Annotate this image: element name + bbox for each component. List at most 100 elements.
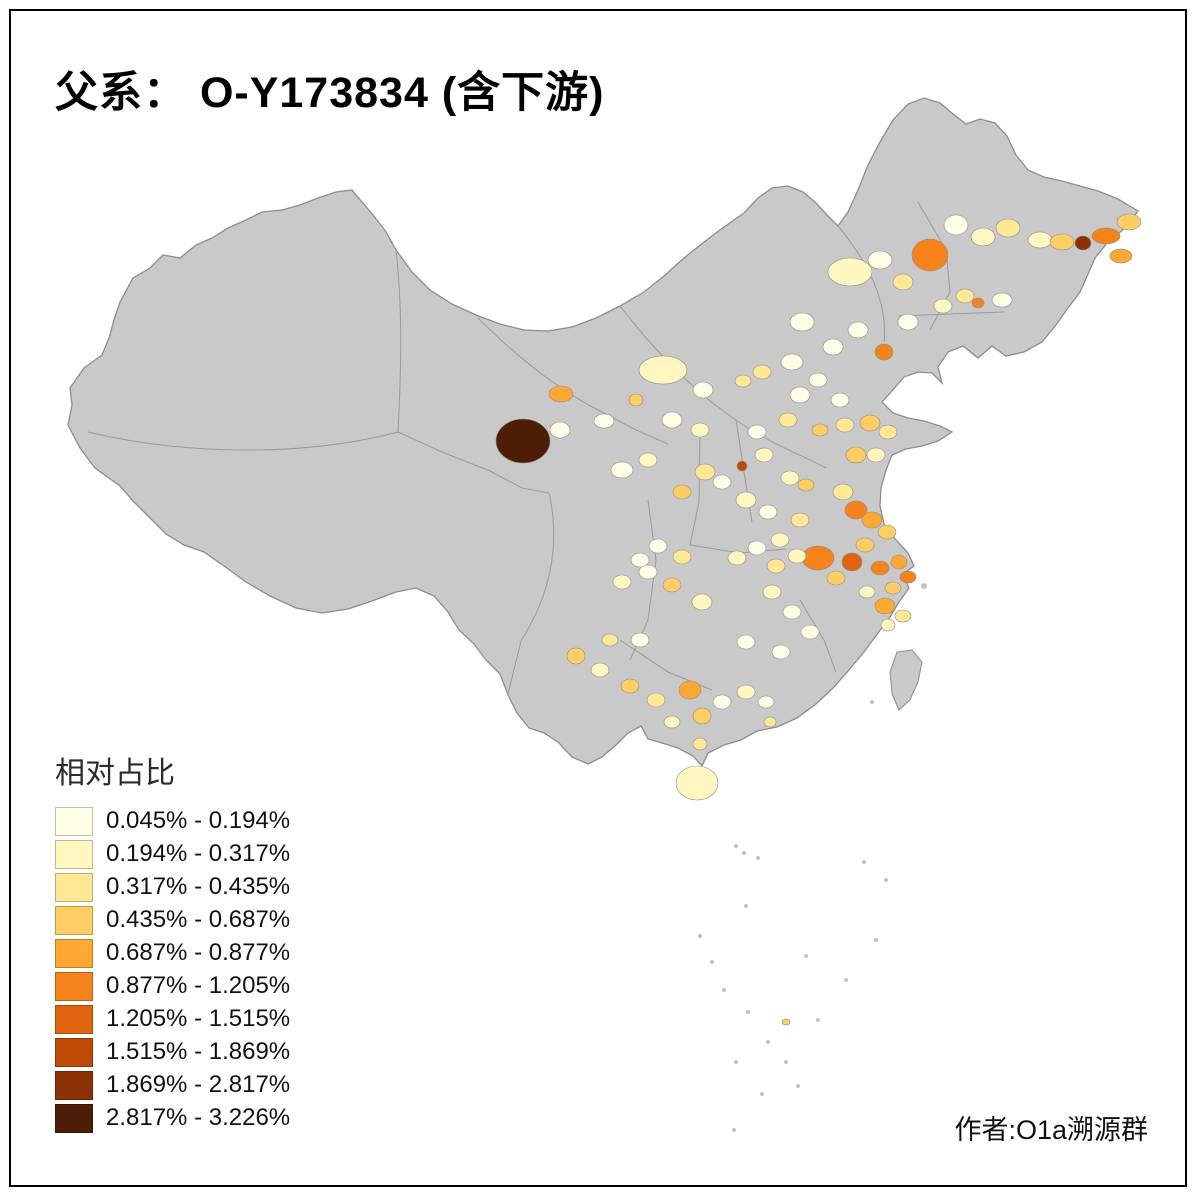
- map-region: [933, 298, 953, 314]
- map-region: [822, 338, 844, 356]
- map-region: [754, 447, 774, 463]
- legend-swatch: [55, 905, 93, 935]
- map-region: [692, 737, 708, 751]
- map-region: [771, 644, 791, 660]
- map-region: [1074, 235, 1092, 251]
- map-region: [766, 558, 786, 574]
- map-region: [662, 577, 682, 593]
- map-regions: [495, 213, 1142, 1026]
- map-region: [638, 452, 658, 468]
- map-region: [884, 581, 902, 595]
- legend-swatch: [55, 938, 93, 968]
- map-region: [630, 552, 650, 568]
- legend-swatch: [55, 1004, 93, 1034]
- map-region: [770, 532, 790, 548]
- map-region: [549, 421, 571, 439]
- map-region: [897, 313, 919, 331]
- map-region: [601, 633, 619, 647]
- legend-swatch: [55, 1037, 93, 1067]
- map-region: [790, 512, 810, 528]
- map-region: [736, 684, 756, 700]
- legend-swatch: [55, 872, 93, 902]
- map-region: [757, 695, 775, 709]
- map-region: [830, 392, 850, 408]
- map-region: [855, 537, 875, 553]
- legend-swatch: [55, 1070, 93, 1100]
- map-region: [890, 554, 908, 570]
- map-region: [874, 597, 896, 615]
- legend-swatch: [55, 1103, 93, 1133]
- map-region: [1049, 233, 1075, 251]
- map-region: [811, 423, 829, 437]
- map-region: [762, 584, 782, 600]
- map-region: [712, 474, 732, 490]
- map-region: [678, 680, 702, 700]
- legend-label: 0.877% - 1.205%: [106, 972, 291, 999]
- map-region: [878, 424, 898, 440]
- legend-label: 0.435% - 0.687%: [106, 906, 291, 933]
- map-region: [752, 364, 772, 380]
- map-region: [894, 609, 912, 623]
- map-region: [970, 227, 996, 247]
- map-region: [638, 355, 688, 385]
- map-region: [892, 273, 914, 291]
- map-region: [675, 765, 719, 801]
- map-region: [880, 618, 896, 632]
- map-region: [832, 483, 854, 501]
- map-region: [971, 297, 985, 309]
- map-region: [1027, 231, 1053, 249]
- map-region: [870, 560, 890, 576]
- map-region: [827, 257, 873, 287]
- legend-label: 0.687% - 0.877%: [106, 939, 291, 966]
- map-region: [866, 447, 886, 463]
- map-region: [874, 343, 894, 361]
- map-region: [736, 460, 748, 472]
- map-region: [638, 564, 658, 580]
- map-title: 父系： O-Y173834 (含下游): [55, 69, 605, 117]
- map-region: [778, 412, 798, 428]
- legend-label: 0.194% - 0.317%: [106, 840, 291, 867]
- map-region: [690, 422, 710, 438]
- map-region: [780, 353, 804, 371]
- legend-entry: 0.194% - 0.317%: [55, 839, 290, 869]
- map-region: [628, 393, 644, 407]
- map-region: [736, 634, 756, 650]
- map-region: [610, 461, 634, 479]
- map-region: [782, 604, 802, 620]
- map-region: [943, 214, 969, 236]
- map-region: [747, 424, 767, 440]
- map-region: [712, 694, 732, 710]
- map-region: [692, 381, 714, 399]
- taiwan-island: [889, 649, 923, 711]
- map-region: [648, 538, 668, 554]
- map-region: [727, 550, 747, 566]
- map-region: [747, 540, 767, 556]
- legend-entry: 0.317% - 0.435%: [55, 872, 290, 902]
- map-region: [663, 715, 681, 729]
- map-region: [911, 238, 949, 272]
- map-region: [590, 662, 610, 678]
- map-region: [801, 545, 835, 571]
- legend-label: 0.045% - 0.194%: [106, 807, 291, 834]
- map-region: [826, 570, 846, 586]
- south-china-sea-islands: [698, 583, 927, 1132]
- legend-entry: 0.687% - 0.877%: [55, 938, 290, 968]
- map-region: [630, 632, 650, 648]
- map-region: [646, 692, 666, 708]
- map-region: [835, 417, 855, 433]
- map-region: [734, 374, 752, 388]
- map-region: [955, 288, 975, 304]
- map-region: [808, 372, 828, 388]
- map-region: [758, 504, 778, 520]
- map-region: [692, 707, 712, 725]
- legend-title: 相对占比: [55, 757, 175, 790]
- map-region: [593, 413, 615, 429]
- map-region: [661, 411, 683, 429]
- map-region: [735, 491, 757, 509]
- legend-swatch: [55, 806, 93, 836]
- map-region: [548, 385, 574, 403]
- map-region: [672, 549, 692, 565]
- map-region: [763, 716, 777, 728]
- map-region: [672, 484, 692, 500]
